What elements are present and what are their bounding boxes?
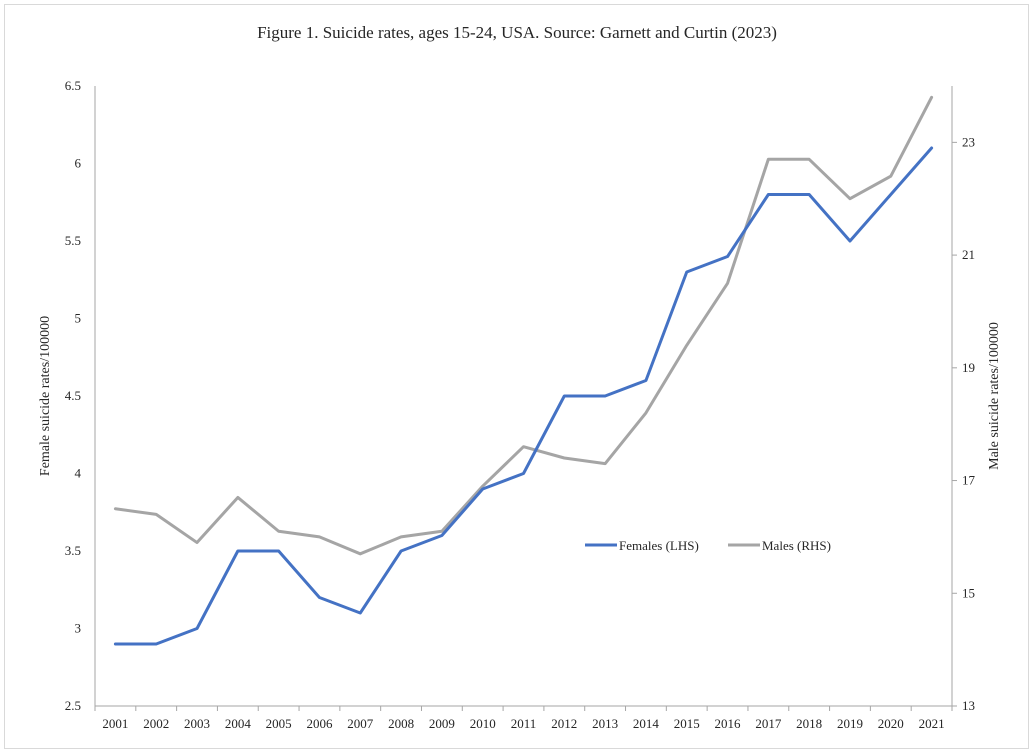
x-tick-label: 2020 xyxy=(878,716,904,731)
x-tick-label: 2002 xyxy=(143,716,169,731)
chart-frame xyxy=(4,4,1029,749)
x-tick-label: 2012 xyxy=(551,716,577,731)
right-tick-label: 23 xyxy=(962,134,975,149)
right-tick-label: 21 xyxy=(962,247,975,262)
left-tick-label: 5 xyxy=(75,311,82,326)
x-tick-label: 2018 xyxy=(796,716,822,731)
x-tick-label: 2009 xyxy=(429,716,455,731)
x-tick-label: 2007 xyxy=(347,716,374,731)
left-tick-label: 4.5 xyxy=(65,388,81,403)
x-tick-label: 2019 xyxy=(837,716,863,731)
series-line-females xyxy=(113,146,934,646)
x-tick-label: 2003 xyxy=(184,716,210,731)
left-tick-label: 3 xyxy=(75,621,82,636)
x-tick-label: 2017 xyxy=(755,716,782,731)
chart-title: Figure 1. Suicide rates, ages 15-24, USA… xyxy=(257,23,777,42)
axes: 2.5 3 3.5 4 4.5 5 5.5 6 6.5 13 15 17 19 21 23 2001 2002 2… xyxy=(65,78,976,731)
legend-label-males: Males (RHS) xyxy=(762,538,831,553)
x-tick-label: 2004 xyxy=(225,716,252,731)
legend-label-females: Females (LHS) xyxy=(619,538,699,553)
x-tick-label: 2013 xyxy=(592,716,618,731)
x-tick-label: 2005 xyxy=(266,716,292,731)
series-layer xyxy=(113,95,934,646)
right-tick-label: 17 xyxy=(962,473,976,488)
legend: Females (LHS) Males (RHS) xyxy=(585,538,831,553)
x-tick-label: 2006 xyxy=(306,716,333,731)
x-tick-label: 2010 xyxy=(470,716,496,731)
right-tick-label: 15 xyxy=(962,585,975,600)
right-tick-label: 13 xyxy=(962,698,975,713)
left-tick-label: 4 xyxy=(75,466,82,481)
left-tick-label: 3.5 xyxy=(65,543,81,558)
x-tick-label: 2011 xyxy=(511,716,537,731)
left-tick-label: 6.5 xyxy=(65,78,81,93)
series-line-males xyxy=(113,95,934,556)
right-tick-label: 19 xyxy=(962,360,975,375)
left-axis-label: Female suicide rates/100000 xyxy=(38,316,53,476)
x-tick-label: 2021 xyxy=(919,716,945,731)
x-tick-label: 2008 xyxy=(388,716,414,731)
left-tick-label: 6 xyxy=(75,156,82,171)
x-tick-label: 2014 xyxy=(633,716,660,731)
x-tick-label: 2015 xyxy=(674,716,700,731)
left-tick-label: 5.5 xyxy=(65,233,81,248)
x-tick-label: 2001 xyxy=(102,716,128,731)
right-axis-label: Male suicide rates/100000 xyxy=(987,322,1002,470)
left-tick-label: 2.5 xyxy=(65,698,81,713)
x-tick-label: 2016 xyxy=(715,716,742,731)
